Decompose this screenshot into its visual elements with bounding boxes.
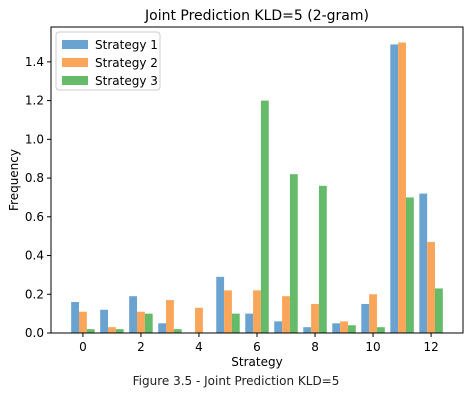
chart-title: Joint Prediction KLD=5 (2-gram): [144, 8, 369, 24]
y-tick-label: 0.2: [25, 287, 44, 301]
legend-swatch: [62, 76, 88, 85]
x-tick-label: 12: [423, 340, 438, 354]
x-tick-label: 0: [79, 340, 87, 354]
y-axis-label: Frequency: [7, 149, 21, 211]
y-tick-label: 0.0: [25, 326, 44, 340]
bar-strategy-3-3: [173, 329, 182, 333]
x-tick-label: 10: [365, 340, 380, 354]
bar-strategy-1-8: [303, 327, 312, 333]
bar-strategy-3-7: [289, 174, 298, 333]
legend-swatch: [62, 58, 88, 67]
y-tick-label: 0.6: [25, 210, 44, 224]
y-tick-label: 1.4: [25, 55, 44, 69]
bar-strategy-1-1: [100, 309, 109, 333]
bar-strategy-1-12: [419, 193, 428, 333]
bar-strategy-1-6: [245, 313, 254, 333]
legend-swatch: [62, 40, 88, 49]
bar-strategy-1-5: [216, 276, 225, 333]
bar-strategy-3-9: [347, 325, 356, 333]
x-tick-label: 2: [137, 340, 145, 354]
bar-strategy-1-2: [129, 296, 138, 333]
bar-strategy-3-8: [318, 185, 327, 333]
bar-strategy-2-0: [79, 311, 87, 333]
y-tick-label: 1.2: [25, 94, 44, 108]
bar-strategy-3-12: [435, 288, 443, 333]
bar-strategy-2-2: [137, 311, 145, 333]
bar-strategy-2-1: [108, 327, 116, 333]
bar-strategy-1-11: [390, 44, 399, 334]
x-tick-label: 6: [253, 340, 261, 354]
bar-strategy-2-5: [224, 290, 232, 333]
bar-strategy-2-6: [253, 290, 261, 333]
y-axis: 0.0 0.2 0.4 0.6 0.8 1.0 1.2 1.4: [25, 55, 51, 340]
x-axis-label: Strategy: [231, 355, 282, 369]
x-tick-label: 4: [195, 340, 203, 354]
bar-strategy-2-8: [311, 303, 319, 333]
legend-label: Strategy 3: [95, 74, 158, 88]
legend-label: Strategy 1: [95, 38, 158, 52]
y-tick-label: 0.4: [25, 249, 44, 263]
bar-strategy-2-9: [340, 321, 348, 333]
figure-caption: Figure 3.5 - Joint Prediction KLD=5: [132, 374, 340, 388]
bar-strategy-3-5: [231, 313, 240, 333]
bar-strategy-2-11: [398, 42, 406, 334]
bar-strategy-2-4: [195, 307, 203, 333]
bar-strategy-2-3: [166, 300, 174, 333]
bar-chart: Joint Prediction KLD=5 (2-gram) 0.00.20.…: [7, 8, 464, 369]
bar-strategy-2-7: [282, 296, 290, 333]
x-axis: 0 2 4 6 8 10 12: [79, 333, 439, 354]
legend: Strategy 1 Strategy 2 Strategy 3: [55, 31, 161, 91]
bar-strategy-2-12: [427, 241, 435, 333]
y-tick-label: 0.8: [25, 171, 44, 185]
legend-label: Strategy 2: [95, 56, 158, 70]
bar-strategy-1-7: [274, 321, 283, 333]
bar-strategy-3-11: [405, 197, 414, 333]
bar-strategy-3-1: [115, 329, 124, 333]
bar-strategy-2-10: [369, 294, 377, 333]
bar-strategy-3-2: [144, 313, 153, 333]
bars-group: [71, 42, 443, 334]
bar-strategy-1-0: [71, 302, 79, 333]
y-tick-label: 1.0: [25, 132, 44, 146]
bar-strategy-1-9: [332, 323, 341, 333]
bar-strategy-1-3: [158, 323, 167, 333]
x-tick-label: 8: [311, 340, 319, 354]
bar-strategy-3-0: [86, 329, 95, 333]
bar-strategy-3-10: [376, 327, 385, 333]
bar-strategy-1-10: [361, 303, 370, 333]
bar-strategy-3-6: [260, 100, 269, 333]
